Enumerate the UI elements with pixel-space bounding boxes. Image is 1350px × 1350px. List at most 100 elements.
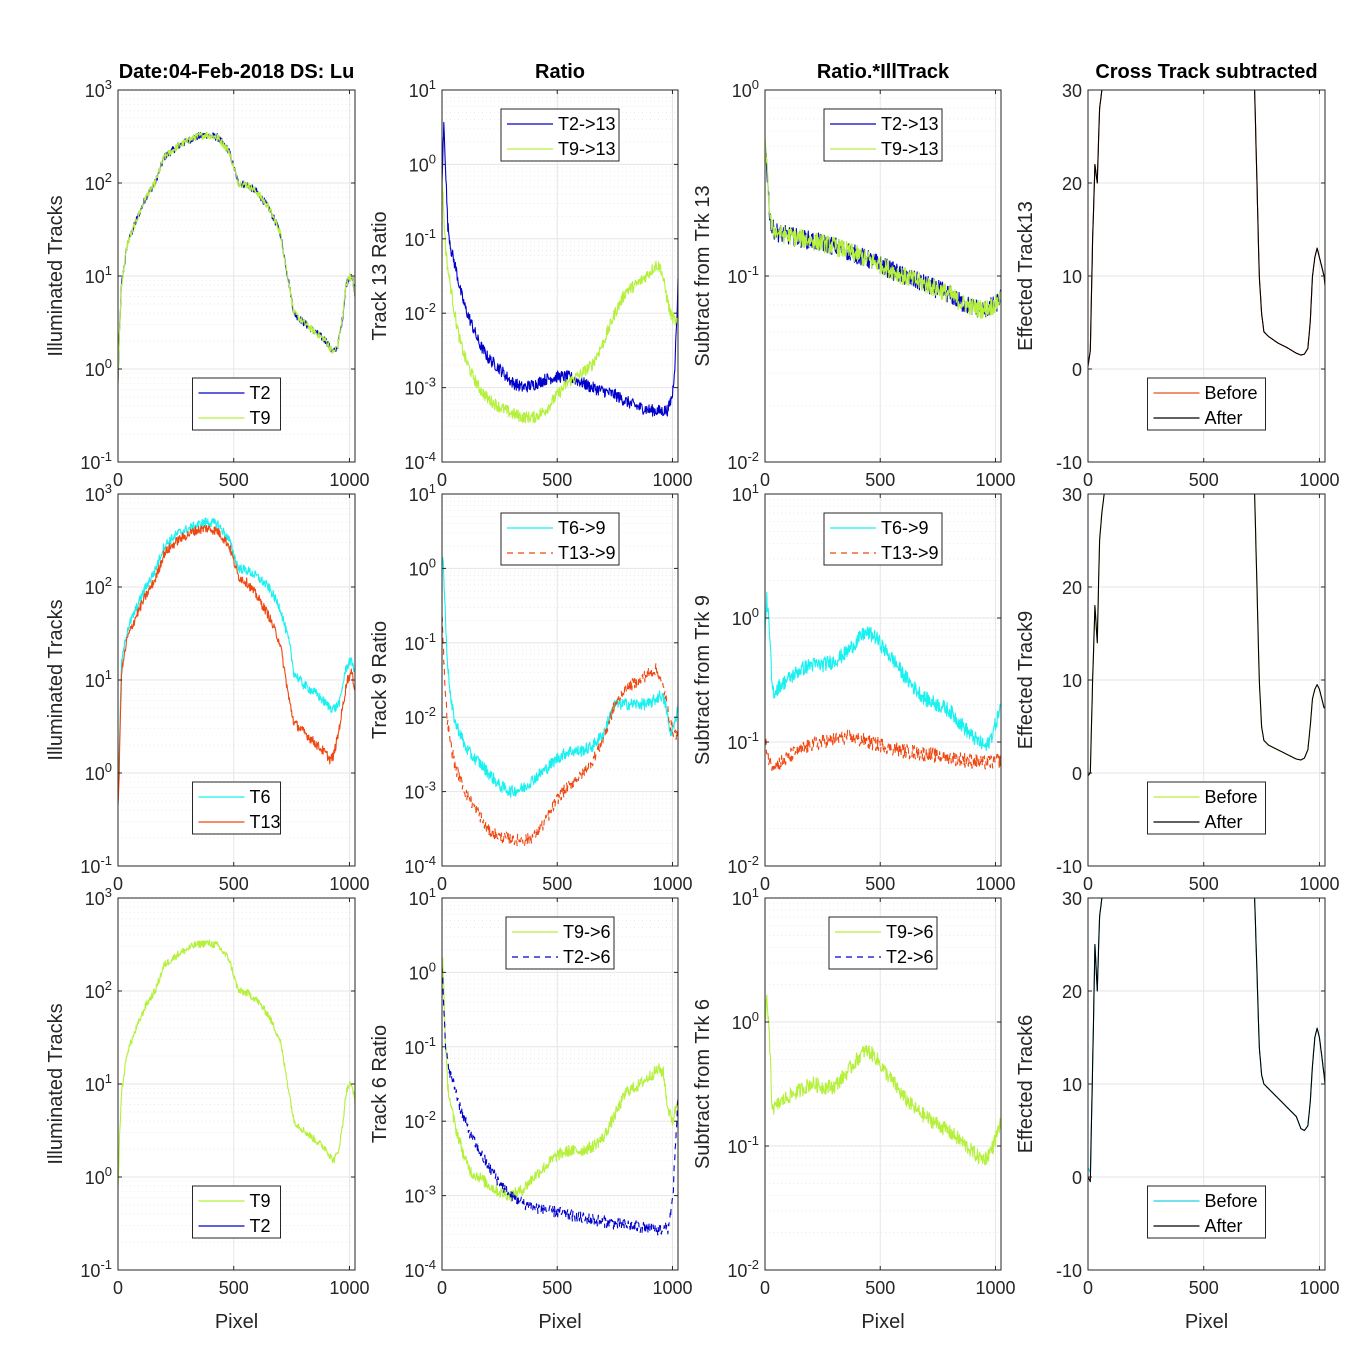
legend-label: T9: [250, 1191, 271, 1211]
x-tick-label: 500: [542, 874, 572, 894]
axes-box: [441, 89, 679, 463]
panel-1: 0 500 1000 10-1 100 101 102 103 Illuminated Trac…: [45, 61, 369, 490]
legend: Before After: [1147, 781, 1266, 835]
legend-label: After: [1205, 408, 1243, 428]
x-axis-label: Pixel: [538, 1311, 581, 1333]
y-tick-label: 0: [1072, 360, 1082, 380]
y-tick-label: 10-4: [404, 853, 436, 877]
y-tick-label: 10-2: [404, 1108, 436, 1132]
y-tick-label: 10-3: [404, 1183, 436, 1207]
y-tick-label: 10-4: [404, 1257, 436, 1281]
y-tick-label: 10-1: [404, 226, 436, 250]
y-axis-label: Effected Track13: [1015, 201, 1037, 351]
series-group: [765, 137, 1001, 319]
series-line-t9: [118, 131, 355, 385]
panel-title: Cross Track subtracted: [1095, 61, 1317, 83]
legend: T9->6 T2->6: [505, 916, 615, 970]
panel-11: 0 500 1000 10-2 10-1 100 101 Subtract from Trk …: [692, 885, 1015, 1333]
panel-10: 0 500 1000 10-4 10-3 10-2 10-1 100 101 Track 6 Ra…: [369, 885, 692, 1333]
legend-box: [192, 781, 281, 835]
legend: T6->9 T13->9: [823, 512, 943, 566]
y-tick-label: 102: [85, 574, 112, 598]
axes-box: [441, 493, 679, 867]
x-tick-label: 1000: [975, 874, 1015, 894]
y-tick-label: 10-1: [80, 1257, 112, 1281]
series-group: [765, 994, 1001, 1166]
y-axis-label: Track 9 Ratio: [369, 621, 391, 739]
series-line-t9-6: [442, 957, 678, 1202]
x-tick-label: 1000: [975, 1278, 1015, 1298]
legend-box: [1147, 781, 1266, 835]
series-group: [118, 939, 355, 1190]
legend-box: [1147, 377, 1266, 431]
legend-label: T2->6: [563, 947, 611, 967]
legend-label: T9: [250, 408, 271, 428]
y-tick-label: 0: [1072, 1168, 1082, 1188]
y-tick-label: 10-3: [404, 779, 436, 803]
y-tick-label: 103: [85, 77, 112, 101]
y-tick-label: 10-1: [404, 1034, 436, 1058]
series-line-t13-9: [442, 616, 678, 847]
y-tick-label: 102: [85, 170, 112, 194]
y-tick-label: 101: [409, 77, 436, 101]
x-tick-label: 1000: [1299, 874, 1339, 894]
y-tick-label: 30: [1062, 485, 1082, 505]
legend-box: [192, 1185, 281, 1239]
legend-label: T9->6: [886, 922, 934, 942]
x-axis-label: Pixel: [861, 1311, 904, 1333]
y-axis-label: Track 6 Ratio: [369, 1025, 391, 1143]
y-axis-label: Effected Track6: [1015, 1015, 1037, 1154]
x-tick-label: 1000: [1299, 470, 1339, 490]
x-tick-label: 500: [865, 470, 895, 490]
y-tick-label: 10-2: [727, 1257, 759, 1281]
y-tick-label: 10-3: [404, 375, 436, 399]
y-tick-label: 10-1: [727, 263, 759, 287]
legend-box: [505, 916, 615, 970]
y-tick-label: 100: [409, 151, 436, 175]
axes-box: [764, 493, 1002, 867]
x-tick-label: 500: [1189, 1278, 1219, 1298]
x-axis-label: Pixel: [215, 1311, 258, 1333]
series-group: [1088, 90, 1325, 367]
y-tick-label: 20: [1062, 174, 1082, 194]
y-tick-label: 20: [1062, 982, 1082, 1002]
y-axis-label: Illuminated Tracks: [45, 599, 67, 760]
legend: T9->6 T2->6: [828, 916, 938, 970]
legend-label: T13->9: [558, 543, 616, 563]
legend: T2->13 T9->13: [500, 108, 620, 162]
y-tick-label: 10-2: [404, 300, 436, 324]
y-tick-label: 101: [85, 1071, 112, 1095]
y-tick-label: 10-1: [80, 449, 112, 473]
y-tick-label: 102: [85, 978, 112, 1002]
series-line-t9-6: [765, 994, 1001, 1166]
panel-title: Ratio.*IllTrack: [817, 61, 950, 83]
y-axis-label: Illuminated Tracks: [45, 1003, 67, 1164]
x-tick-label: 0: [1083, 1278, 1093, 1298]
panel-3: 0 500 1000 10-2 10-1 100 Subtract from Trk 13 R…: [692, 61, 1015, 490]
y-tick-label: 10: [1062, 267, 1082, 287]
panel-7: 0 500 1000 10-2 10-1 100 101 Subtract from Trk …: [692, 481, 1015, 894]
y-tick-label: 101: [409, 481, 436, 505]
x-tick-label: 0: [437, 470, 447, 490]
x-tick-label: 0: [113, 1278, 123, 1298]
x-tick-label: 0: [437, 1278, 447, 1298]
x-tick-label: 500: [219, 874, 249, 894]
panel-title: Ratio: [535, 61, 585, 83]
y-tick-label: 10-2: [727, 853, 759, 877]
legend: Before After: [1147, 377, 1266, 431]
legend-box: [500, 108, 620, 162]
legend-label: T13: [250, 812, 281, 832]
series-line-t2-13: [442, 121, 678, 417]
y-axis-label: Effected Track9: [1015, 611, 1037, 750]
legend-label: T9->13: [881, 139, 939, 159]
legend-label: T2->13: [558, 114, 616, 134]
series-group: [442, 121, 678, 424]
legend-label: T2: [250, 383, 271, 403]
legend-label: T6: [250, 787, 271, 807]
series-group: [118, 517, 355, 806]
